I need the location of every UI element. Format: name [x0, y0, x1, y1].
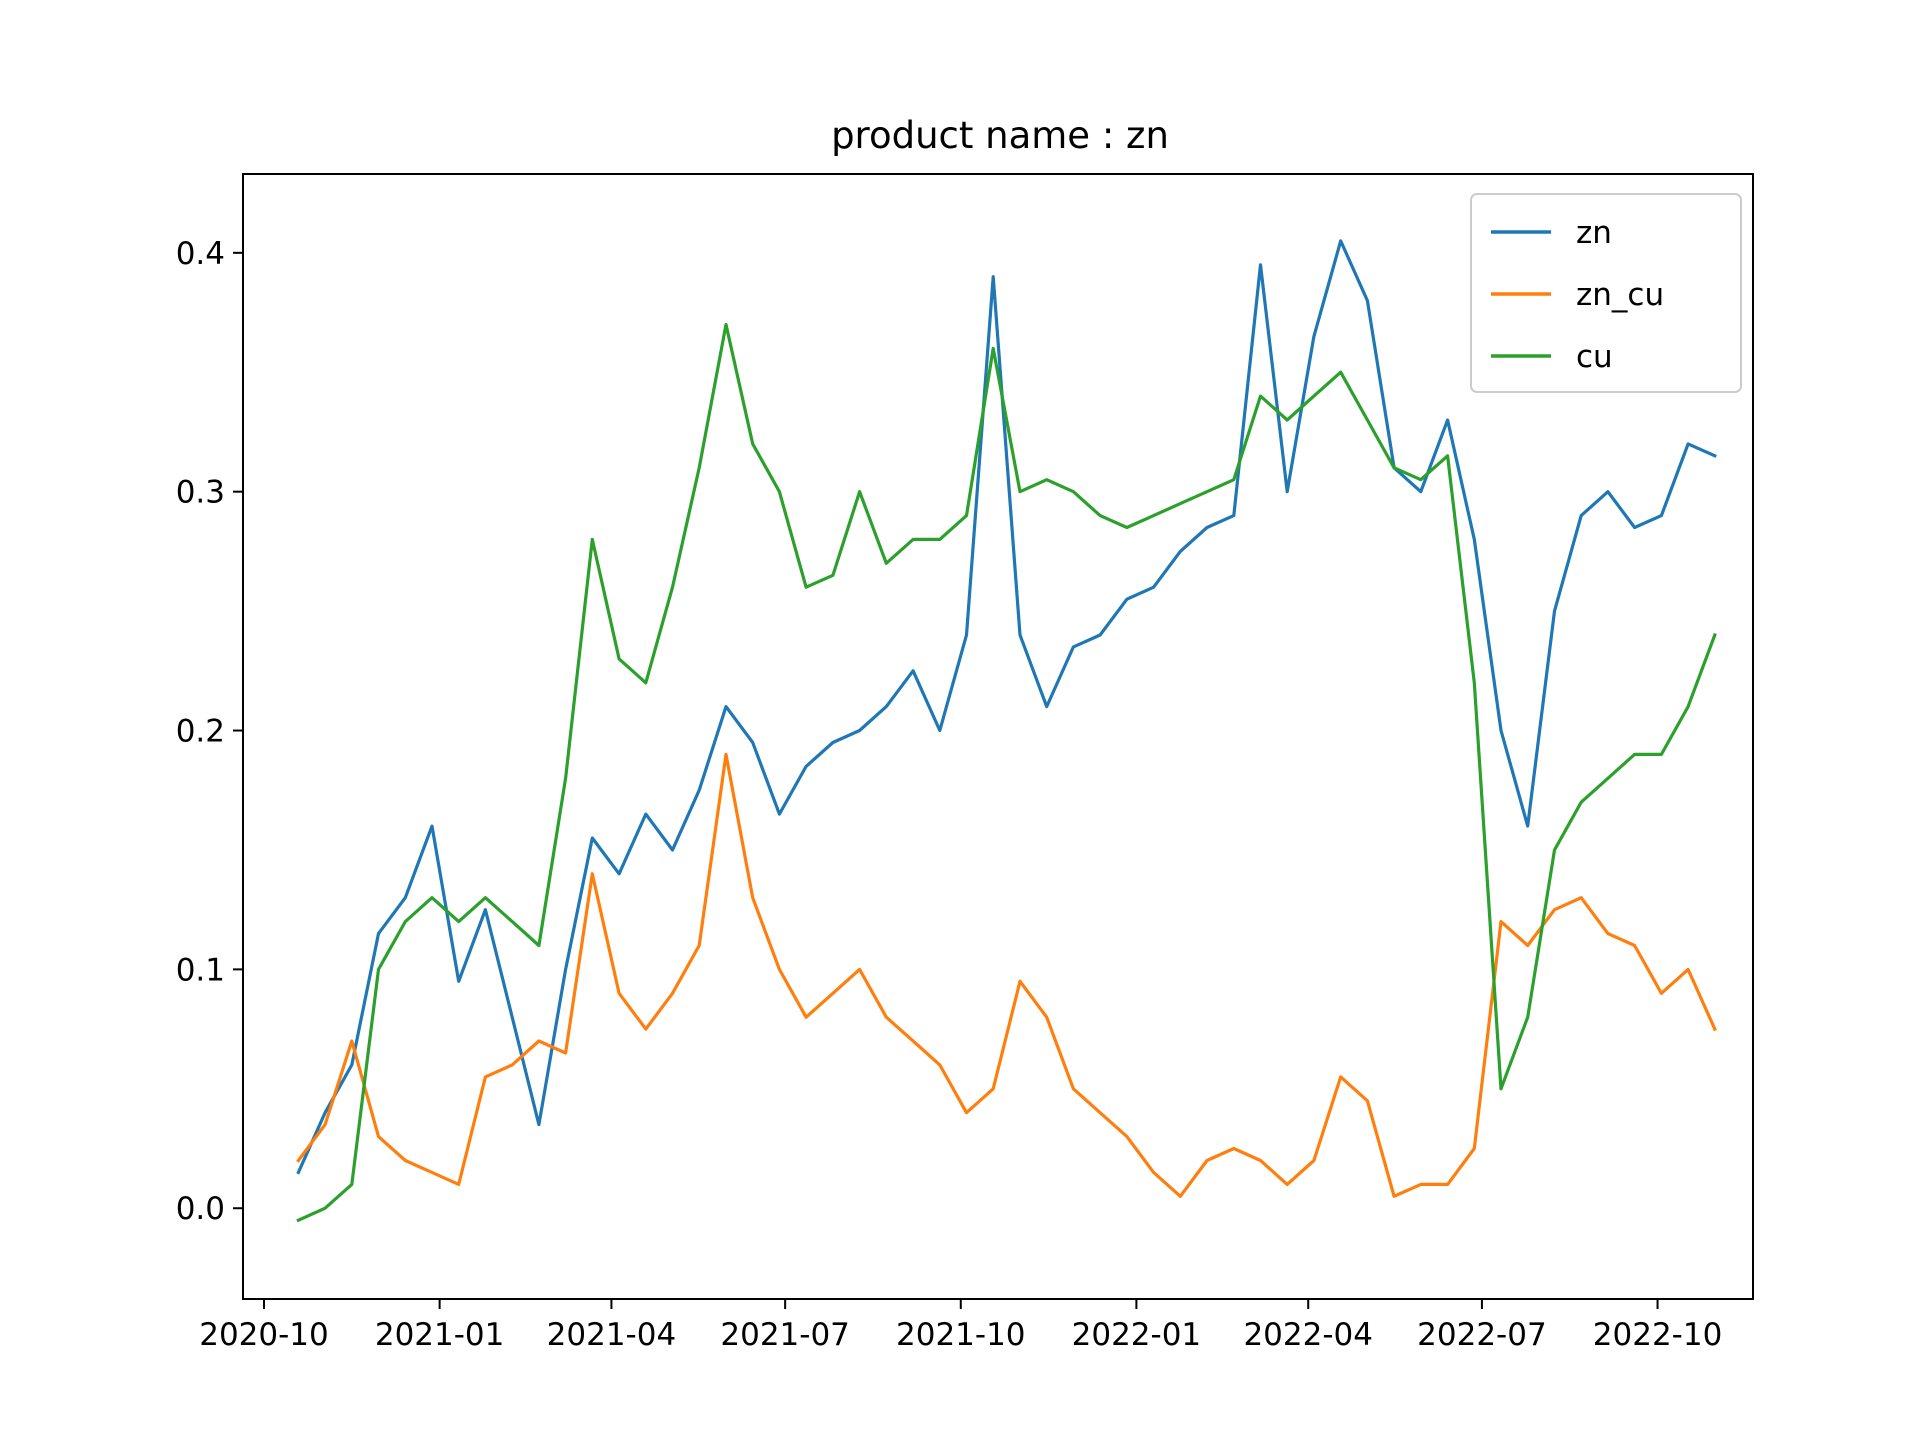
x-tick-label: 2021-07	[720, 1317, 850, 1353]
chart-title: product name : zn	[831, 114, 1169, 157]
y-tick-label: 0.3	[176, 475, 225, 511]
series-line-cu	[296, 322, 1717, 1223]
legend-label: zn_cu	[1576, 277, 1664, 313]
y-tick-label: 0.2	[176, 714, 225, 750]
series-line-zn-cu	[296, 752, 1717, 1198]
y-tick-label: 0.4	[176, 236, 225, 272]
series-line-zn	[296, 239, 1717, 1175]
y-tick-label: 0.0	[176, 1191, 225, 1227]
x-tick-label: 2022-01	[1072, 1317, 1202, 1353]
axes-frame	[242, 173, 1754, 1300]
legend-label: cu	[1576, 339, 1613, 375]
x-tick-label: 2022-07	[1417, 1317, 1547, 1353]
legend-box	[1470, 193, 1742, 393]
x-tick-label: 2022-10	[1593, 1317, 1723, 1353]
x-tick-label: 2021-01	[375, 1317, 505, 1353]
y-tick-label: 0.1	[176, 952, 225, 988]
x-tick-label: 2021-10	[896, 1317, 1026, 1353]
x-tick-label: 2020-10	[199, 1317, 329, 1353]
legend-label: zn	[1576, 215, 1612, 251]
x-tick-label: 2022-04	[1243, 1317, 1373, 1353]
plot-area	[296, 239, 1717, 1223]
x-tick-label: 2021-04	[547, 1317, 677, 1353]
x-axis: 2020-10 2021-01 2021-04 2021-07 2021-10 2022-…	[199, 1299, 1722, 1353]
y-axis: 0.0 0.1 0.2 0.3 0.4	[176, 236, 243, 1227]
